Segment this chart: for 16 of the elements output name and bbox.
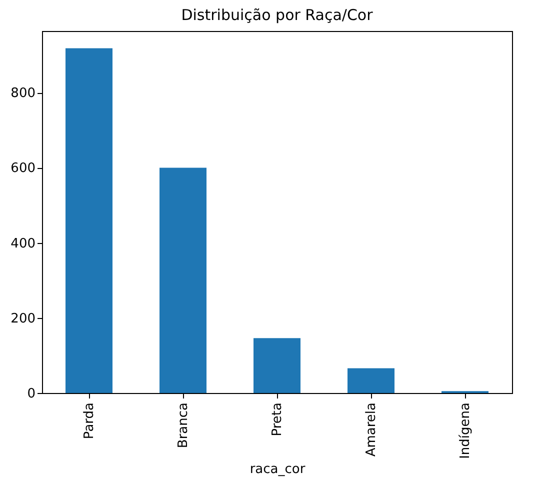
x-tick-label: Indígena (458, 402, 473, 459)
y-tick-label: 800 (10, 86, 36, 102)
chart-title: Distribuição por Raça/Cor (181, 6, 374, 24)
y-tick-label: 600 (10, 161, 36, 176)
x-axis-title: raca_cor (250, 462, 306, 477)
bar (348, 368, 394, 393)
y-tick-label: 200 (10, 311, 36, 326)
y-tick-label: 0 (27, 386, 36, 402)
y-tick-label: 400 (10, 236, 36, 252)
x-tick-label: Amarela (364, 402, 379, 457)
bar (66, 48, 112, 393)
x-tick-label: Parda (82, 402, 97, 440)
x-tick-label: Branca (176, 402, 191, 448)
bar (254, 338, 300, 393)
x-tick-label: Preta (270, 402, 285, 436)
bar (160, 168, 206, 393)
